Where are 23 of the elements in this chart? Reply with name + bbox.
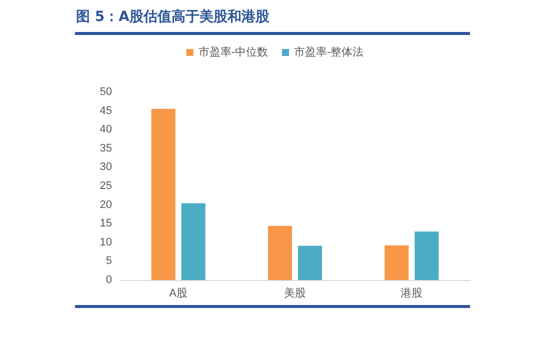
- y-tick-label: 0: [106, 274, 112, 286]
- bar: [181, 203, 206, 280]
- bar: [151, 108, 176, 280]
- x-tick-label: 美股: [284, 286, 306, 300]
- y-tick-label: 50: [100, 86, 112, 98]
- chart-title: 图 5：A股估值高于美股和港股: [76, 8, 270, 26]
- x-tick-label: 港股: [400, 286, 423, 300]
- y-tick-label: 15: [100, 218, 112, 230]
- y-tick-label: 5: [106, 255, 112, 268]
- y-tick-label: 45: [100, 104, 112, 117]
- legend-label: 市盈率-中位数: [198, 46, 268, 58]
- bar: [268, 226, 292, 280]
- bar: [384, 245, 409, 280]
- y-tick-label: 25: [100, 180, 112, 192]
- y-tick-label: 10: [100, 236, 112, 248]
- x-tick-label: A股: [169, 288, 188, 300]
- y-tick-label: 30: [100, 161, 112, 174]
- y-tick-label: 20: [100, 198, 112, 211]
- bar: [414, 231, 439, 280]
- bar: [298, 246, 322, 280]
- legend-label: 市盈率-整体法: [294, 46, 364, 58]
- y-tick-label: 35: [100, 142, 112, 154]
- y-tick-label: 40: [100, 124, 112, 136]
